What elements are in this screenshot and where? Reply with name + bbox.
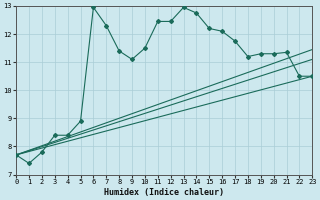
X-axis label: Humidex (Indice chaleur): Humidex (Indice chaleur): [104, 188, 224, 197]
